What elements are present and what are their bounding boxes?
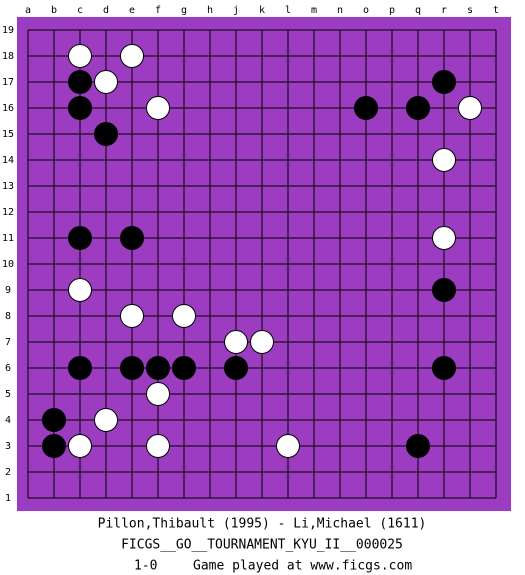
row-label: 6	[5, 363, 11, 374]
white-stone	[68, 44, 92, 68]
white-stone	[224, 330, 248, 354]
white-stone	[120, 44, 144, 68]
black-stone	[354, 96, 378, 120]
row-label: 18	[2, 51, 14, 62]
column-label: d	[103, 5, 109, 16]
row-label: 9	[5, 285, 11, 296]
row-label: 10	[2, 259, 14, 270]
result: 1-0	[134, 559, 157, 574]
row-label: 17	[2, 77, 14, 88]
column-label: c	[77, 5, 83, 16]
row-label: 7	[5, 337, 11, 348]
white-stone	[68, 434, 92, 458]
black-stone	[432, 356, 456, 380]
black-stone	[68, 96, 92, 120]
white-stone	[432, 226, 456, 250]
players: Pillon,Thibault (1995) - Li,Michael (161…	[98, 517, 427, 532]
black-stone	[94, 122, 118, 146]
white-stone	[146, 434, 170, 458]
black-stone	[172, 356, 196, 380]
black-stone	[224, 356, 248, 380]
black-stone	[432, 70, 456, 94]
white-stone	[94, 70, 118, 94]
site: Game played at www.ficgs.com	[193, 559, 412, 574]
row-label: 2	[5, 467, 11, 478]
black-stone	[120, 226, 144, 250]
column-label: r	[441, 5, 447, 16]
column-label: k	[259, 5, 265, 16]
white-stone	[250, 330, 274, 354]
column-label: g	[181, 5, 187, 16]
stones	[42, 44, 482, 458]
black-stone	[42, 434, 66, 458]
column-label: s	[467, 5, 473, 16]
white-stone	[146, 96, 170, 120]
column-label: p	[389, 5, 395, 16]
row-label: 5	[5, 389, 11, 400]
event: FICGS__GO__TOURNAMENT_KYU_II__000025	[121, 538, 403, 553]
column-label: h	[207, 5, 213, 16]
white-stone	[120, 304, 144, 328]
column-label: q	[415, 5, 421, 16]
black-stone	[68, 356, 92, 380]
row-label: 15	[2, 129, 14, 140]
row-label: 1	[5, 493, 11, 504]
black-stone	[406, 96, 430, 120]
column-label: l	[285, 5, 291, 16]
black-stone	[406, 434, 430, 458]
column-label: t	[493, 5, 499, 16]
column-label: m	[311, 5, 317, 16]
column-label: e	[129, 5, 135, 16]
row-label: 14	[2, 155, 14, 166]
column-label: j	[233, 5, 239, 16]
white-stone	[432, 148, 456, 172]
row-label: 8	[5, 311, 11, 322]
black-stone	[120, 356, 144, 380]
white-stone	[458, 96, 482, 120]
row-label: 16	[2, 103, 14, 114]
column-label: o	[363, 5, 369, 16]
row-label: 13	[2, 181, 14, 192]
black-stone	[432, 278, 456, 302]
column-label: n	[337, 5, 343, 16]
black-stone	[68, 226, 92, 250]
black-stone	[42, 408, 66, 432]
column-label: a	[25, 5, 31, 16]
row-label: 19	[2, 25, 14, 36]
row-label: 4	[5, 415, 11, 426]
row-label: 12	[2, 207, 14, 218]
white-stone	[146, 382, 170, 406]
white-stone	[276, 434, 300, 458]
row-label: 11	[2, 233, 14, 244]
black-stone	[68, 70, 92, 94]
black-stone	[146, 356, 170, 380]
white-stone	[94, 408, 118, 432]
white-stone	[172, 304, 196, 328]
row-label: 3	[5, 441, 11, 452]
column-label: f	[155, 5, 161, 16]
white-stone	[68, 278, 92, 302]
column-label: b	[51, 5, 57, 16]
